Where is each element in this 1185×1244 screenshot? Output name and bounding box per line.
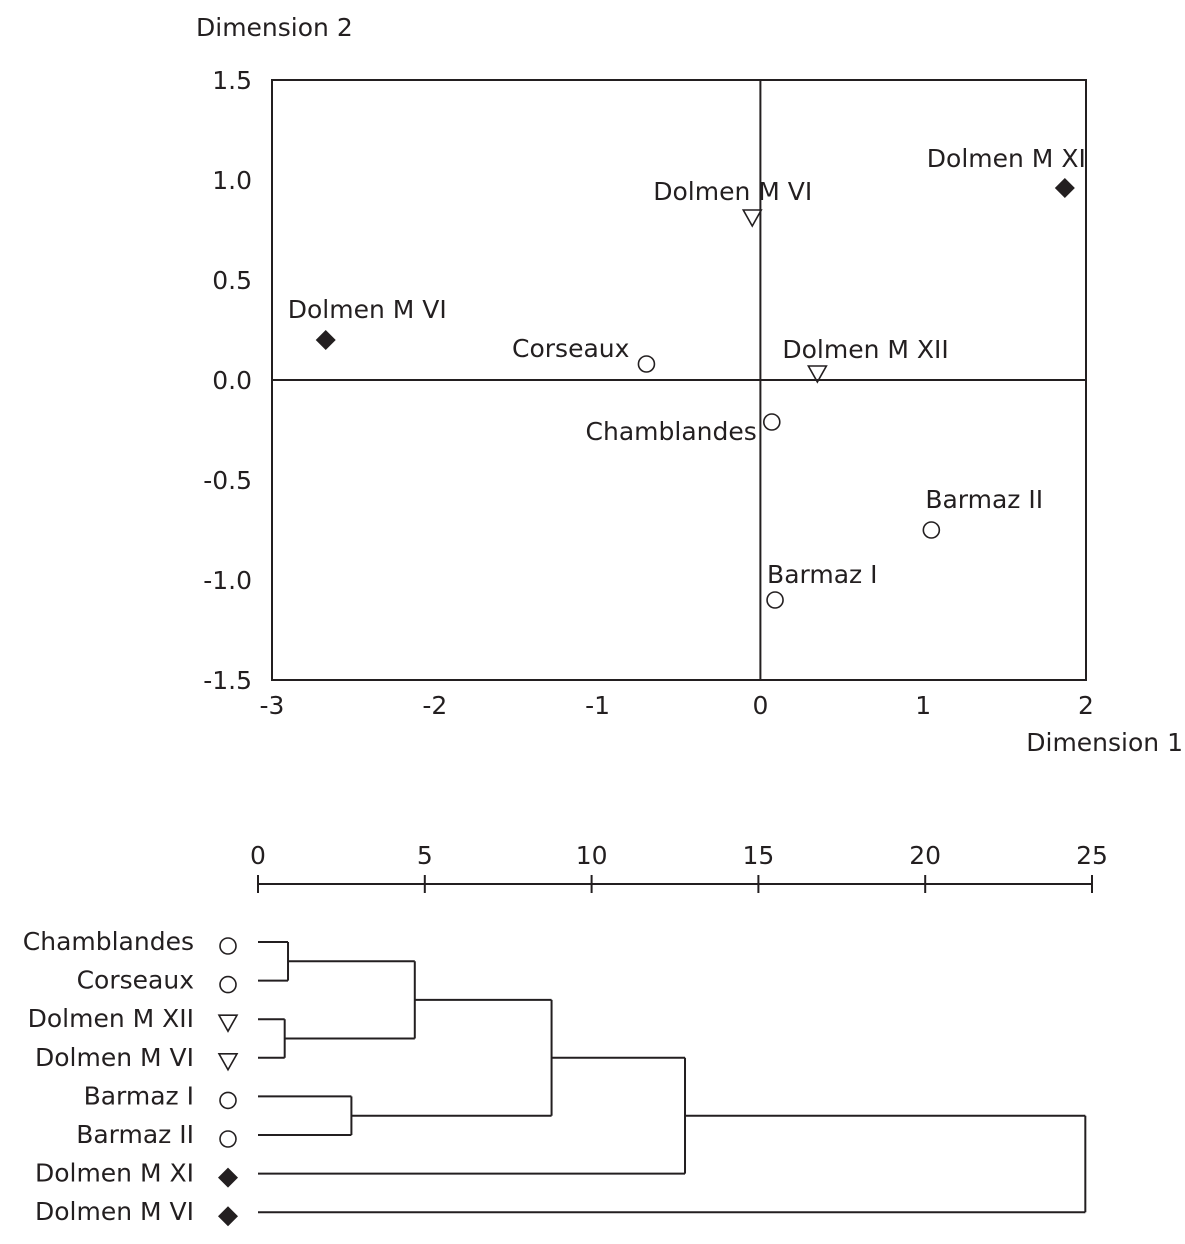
y-tick-label: 0.0 <box>212 366 252 395</box>
x-tick-label: -1 <box>585 691 610 720</box>
point-circle <box>766 591 784 609</box>
point-label: Corseaux <box>512 334 629 363</box>
dendrogram-leaf-label: Barmaz I <box>84 1081 194 1110</box>
dendrogram-leaf-circle <box>219 1130 237 1148</box>
dendrogram-leaf-circle <box>219 1091 237 1110</box>
dendrogram-leaf-label: Barmaz II <box>76 1120 194 1149</box>
y-axis-title: Dimension 2 <box>196 13 353 42</box>
y-tick-label: -0.5 <box>203 466 252 495</box>
point-diamond <box>315 330 336 350</box>
dendrogram-leaf-circle <box>219 937 237 955</box>
point-label: Dolmen M XII <box>782 335 948 364</box>
dendrogram-tick-label: 25 <box>1076 841 1108 870</box>
dendrogram-leaf-triangle <box>217 1053 239 1072</box>
x-axis-title: Dimension 1 <box>1026 728 1183 757</box>
dendrogram-leaf-label: Dolmen M XII <box>28 1004 194 1033</box>
point-triangle <box>741 209 763 228</box>
dendrogram-leaf-label: Corseaux <box>77 966 194 995</box>
dendrogram-leaf-diamond <box>218 1206 238 1227</box>
dendrogram-tick-label: 5 <box>417 841 433 870</box>
dendrogram-leaf-label: Chamblandes <box>23 927 194 956</box>
dendrogram-leaf-circle <box>219 975 237 994</box>
x-tick-label: -2 <box>422 691 447 720</box>
point-circle <box>762 413 781 431</box>
dendrogram-tick-label: 15 <box>742 841 774 870</box>
dendrogram-leaf-label: Dolmen M VI <box>35 1197 194 1226</box>
y-tick-label: 0.5 <box>212 266 252 295</box>
x-tick-label: 0 <box>752 691 768 720</box>
point-triangle <box>807 365 828 384</box>
y-tick-label: -1.0 <box>203 566 252 595</box>
point-circle <box>637 355 656 373</box>
scatter-plot: Dimension 2 Dimension 1 -3 -2 -1 0 1 2 1.5 1.0 0… <box>196 13 1183 757</box>
x-tick-label: 2 <box>1078 691 1094 720</box>
x-tick-label: 1 <box>915 691 931 720</box>
dendrogram-leaf-triangle <box>217 1014 239 1033</box>
point-diamond <box>1054 178 1075 198</box>
dendrogram-tick-label: 10 <box>576 841 608 870</box>
point-label: Dolmen M VI <box>288 295 447 324</box>
dendrogram-leaf-label: Dolmen M XI <box>35 1159 194 1188</box>
x-tick-label: -3 <box>260 691 285 720</box>
point-label: Dolmen M XI <box>927 144 1086 173</box>
dendrogram-leaf-diamond <box>218 1167 238 1188</box>
y-tick-label: 1.5 <box>212 66 252 95</box>
dendrogram-leaf-label: Dolmen M VI <box>35 1043 194 1072</box>
y-tick-label: 1.0 <box>212 166 252 195</box>
y-tick-label: -1.5 <box>203 666 252 695</box>
point-label: Chamblandes <box>586 417 757 446</box>
point-label: Dolmen M VI <box>653 177 812 206</box>
point-circle <box>922 521 941 539</box>
point-label: Barmaz II <box>925 485 1043 514</box>
point-label: Barmaz I <box>767 560 877 589</box>
dendrogram-tick-label: 0 <box>250 841 266 870</box>
dendrogram: 0 5 10 15 20 25 Chamblandes Corseaux Dolmen M XI… <box>23 841 1108 1227</box>
dendrogram-tick-label: 20 <box>909 841 941 870</box>
